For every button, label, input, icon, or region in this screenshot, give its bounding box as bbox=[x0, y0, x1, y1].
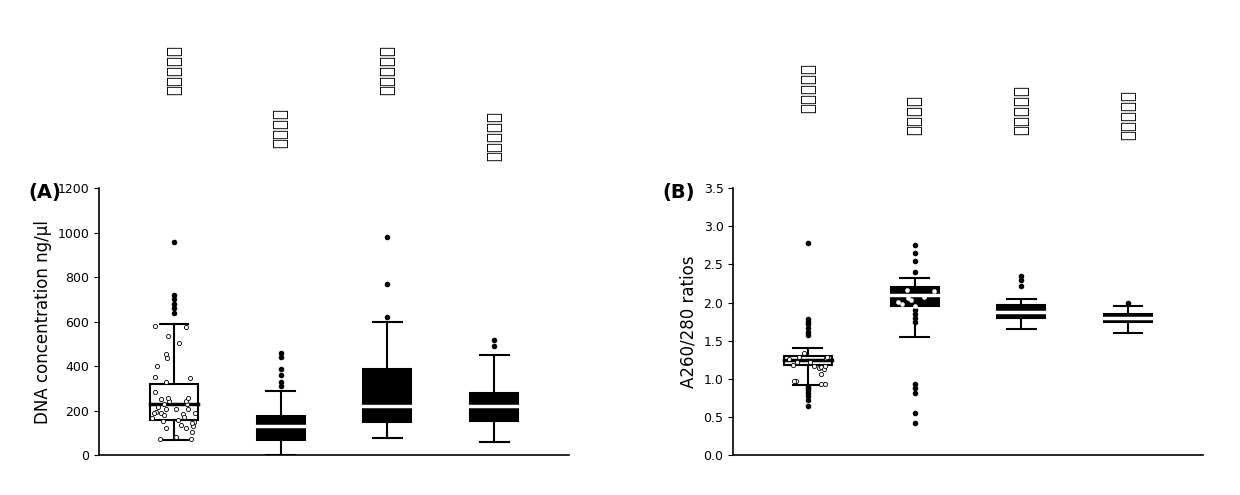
Bar bbox=[257, 416, 305, 440]
Text: (A): (A) bbox=[29, 183, 62, 202]
Text: 本发明方法: 本发明方法 bbox=[485, 111, 503, 161]
Text: 盐析方法: 盐析方法 bbox=[272, 108, 290, 148]
Text: 本发明方法: 本发明方法 bbox=[1118, 90, 1137, 140]
Bar bbox=[150, 384, 198, 420]
Y-axis label: A260/280 ratios: A260/280 ratios bbox=[680, 255, 698, 388]
Text: 试剂盒方法: 试剂盒方法 bbox=[1012, 85, 1030, 135]
Bar bbox=[470, 393, 518, 421]
Bar bbox=[1104, 314, 1152, 322]
Bar bbox=[890, 288, 939, 306]
Text: 酝氯仿方法: 酝氯仿方法 bbox=[799, 63, 817, 113]
Bar bbox=[997, 305, 1045, 318]
Y-axis label: DNA concentration ng/μl: DNA concentration ng/μl bbox=[33, 220, 52, 424]
Text: (B): (B) bbox=[662, 183, 696, 202]
Text: 酝氯仿方法: 酝氯仿方法 bbox=[165, 45, 184, 95]
Text: 试剂盒方法: 试剂盒方法 bbox=[378, 45, 397, 95]
Text: 盐析方法: 盐析方法 bbox=[905, 95, 924, 135]
Bar bbox=[784, 356, 832, 365]
Bar bbox=[363, 368, 412, 422]
